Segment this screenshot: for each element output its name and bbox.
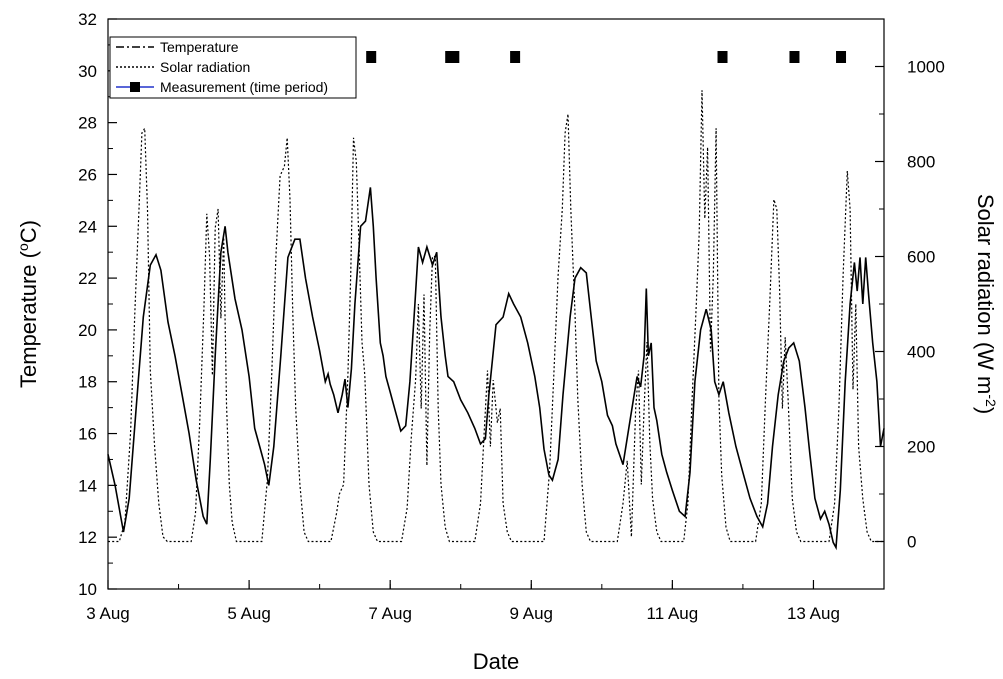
left-y-axis-title-sup: o bbox=[15, 243, 31, 251]
y-left-tick-label: 22 bbox=[78, 269, 97, 288]
legend-measurement-label: Measurement (time period) bbox=[160, 79, 328, 95]
y-left-tick-label: 16 bbox=[78, 425, 97, 444]
y-left-tick-label: 14 bbox=[78, 476, 97, 495]
y-left-tick-label: 18 bbox=[78, 373, 97, 392]
y-right-tick-label: 1000 bbox=[907, 58, 945, 77]
y-left-tick-label: 10 bbox=[78, 580, 97, 599]
right-y-axis-title-tail: ) bbox=[973, 407, 998, 414]
right-y-axis-title-sup: -2 bbox=[983, 394, 999, 407]
left-y-axis-title-tail: C) bbox=[16, 220, 41, 243]
temperature-line bbox=[107, 187, 885, 551]
y-left-tick-label: 24 bbox=[78, 217, 97, 236]
solar-radiation-line bbox=[108, 90, 884, 543]
x-tick-label: 3 Aug bbox=[86, 604, 130, 623]
legend-temperature-label: Temperature bbox=[160, 39, 239, 55]
y-left-tick-label: 28 bbox=[78, 114, 97, 133]
y-left-tick-label: 32 bbox=[78, 10, 97, 29]
y-left-tick-label: 26 bbox=[78, 165, 97, 184]
y-right-tick-label: 0 bbox=[907, 533, 916, 552]
measurement-period-marker bbox=[717, 51, 728, 63]
y-right-tick-label: 200 bbox=[907, 438, 935, 457]
right-y-axis-title-main: Solar radiation (W m bbox=[973, 194, 998, 395]
x-tick-label: 11 Aug bbox=[647, 604, 699, 623]
measurement-period-marker bbox=[445, 51, 460, 63]
right-y-axis-title: Solar radiation (W m-2) bbox=[973, 194, 999, 414]
left-y-axis-title: Temperature (oC) bbox=[15, 220, 41, 388]
y-right-tick-label: 400 bbox=[907, 343, 935, 362]
x-axis-title: Date bbox=[473, 649, 519, 674]
legend-solar-label: Solar radiation bbox=[160, 59, 250, 75]
x-tick-label: 13 Aug bbox=[787, 604, 840, 623]
measurement-period-marker bbox=[366, 51, 377, 63]
measurement-period-marker bbox=[789, 51, 800, 63]
y-left-tick-label: 12 bbox=[78, 528, 97, 547]
y-right-tick-label: 800 bbox=[907, 153, 935, 172]
measurement-period-marker bbox=[836, 51, 847, 63]
left-y-axis-title-main: Temperature ( bbox=[16, 250, 41, 388]
y-left-tick-label: 30 bbox=[78, 62, 97, 81]
x-tick-label: 5 Aug bbox=[227, 604, 271, 623]
x-tick-label: 7 Aug bbox=[368, 604, 412, 623]
legend-measurement-marker bbox=[130, 82, 140, 92]
measurement-period-marker bbox=[510, 51, 521, 63]
x-tick-label: 9 Aug bbox=[510, 604, 554, 623]
y-right-tick-label: 600 bbox=[907, 248, 935, 267]
y-left-tick-label: 20 bbox=[78, 321, 97, 340]
